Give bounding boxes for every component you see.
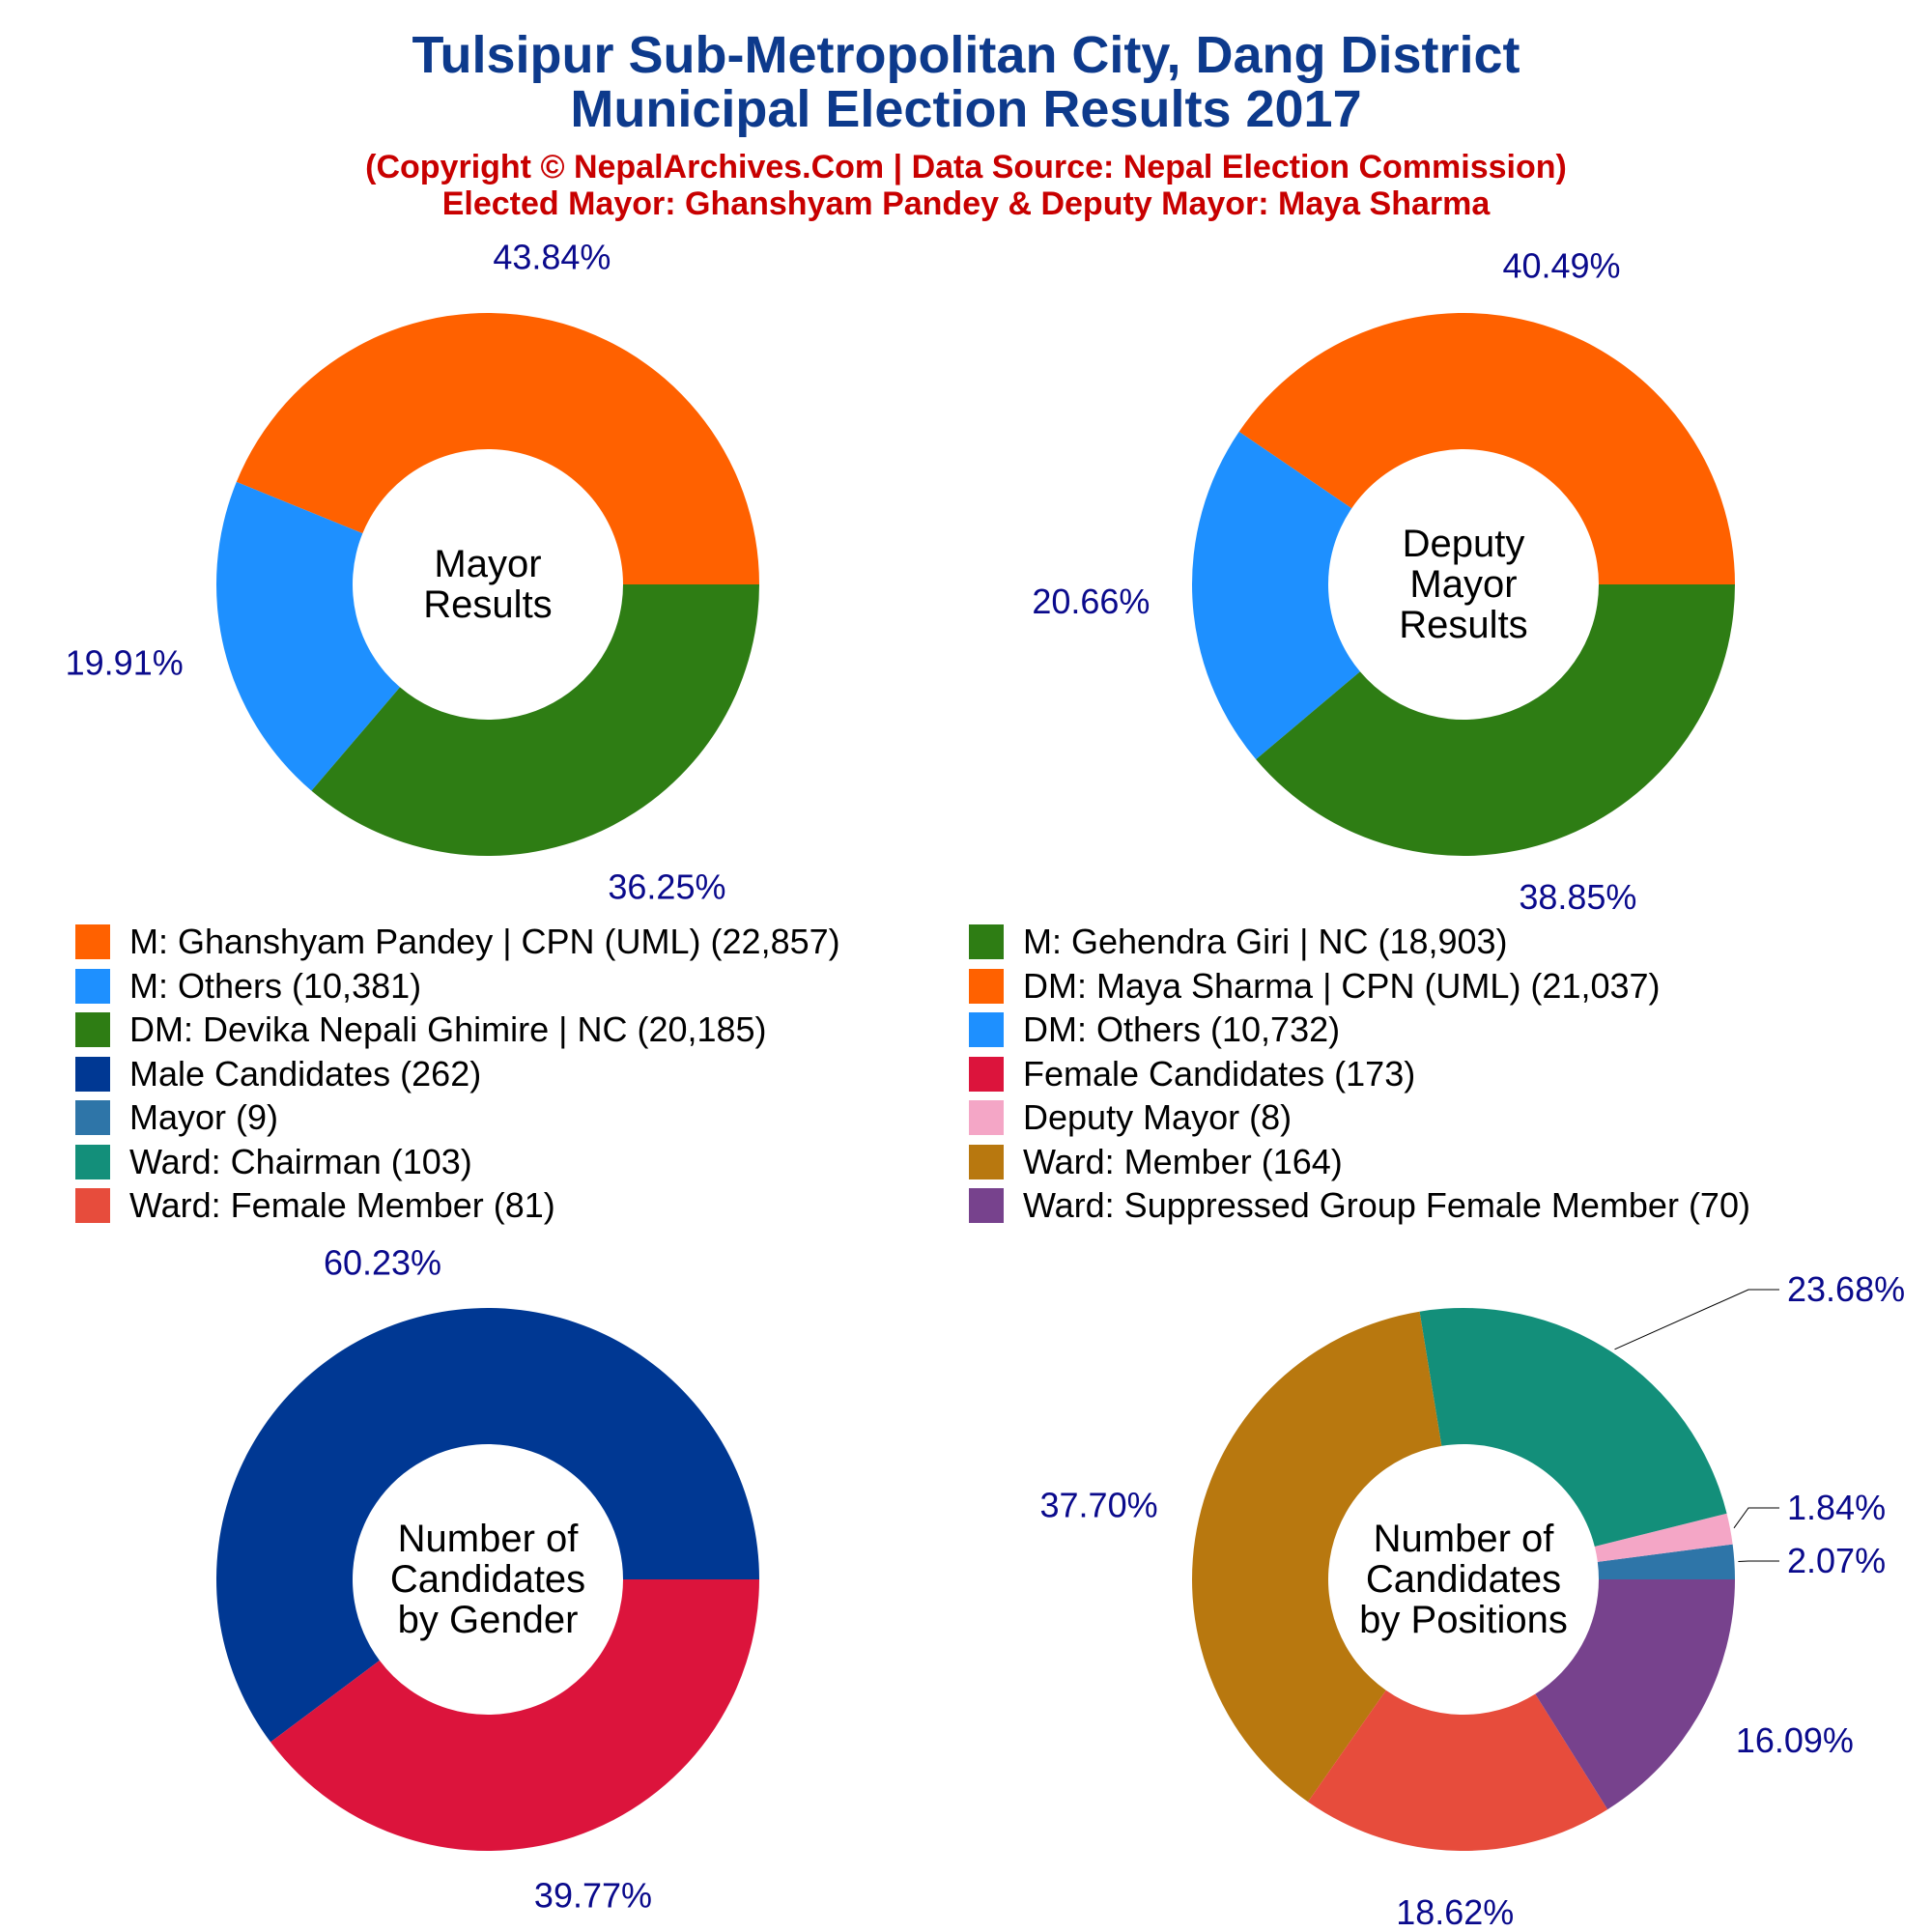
pie-slice [1238,312,1735,584]
pie-slice [311,584,759,856]
percent-label: 1.84% [1787,1488,1886,1527]
center-label: Number of [398,1518,580,1560]
percent-label: 19.91% [66,642,184,682]
center-label: by Gender [398,1599,579,1641]
chart-subtitle-elected: Elected Mayor: Ghanshyam Pandey & Deputy… [441,185,1491,222]
percent-label: 39.77% [534,1875,652,1915]
percent-label: 60.23% [324,1243,441,1283]
percent-label: 18.62% [1396,1892,1514,1932]
center-label: Candidates [390,1558,585,1601]
center-label: Results [423,583,552,626]
pie-slice [236,313,760,584]
center-label: by Positions [1359,1599,1568,1641]
pie-slice [1594,1513,1733,1562]
pie-slice [1256,584,1736,856]
leader-line [1614,1289,1779,1350]
chart-title-line-1: Tulsipur Sub-Metropolitan City, Dang Dis… [412,26,1520,84]
center-label: Candidates [1366,1558,1561,1601]
pie-slice [1597,1544,1736,1579]
pie-slice [270,1579,759,1851]
pie-slice [1192,1311,1442,1803]
percent-label: 23.68% [1787,1269,1905,1309]
pie-slice [1307,1690,1608,1851]
percent-label: 38.85% [1519,877,1636,917]
pie-slice [1419,1308,1727,1547]
center-label: Mayor [1409,563,1517,606]
percent-label: 37.70% [1040,1485,1158,1524]
pie-slice [1535,1579,1735,1810]
percent-label: 43.84% [493,237,611,276]
center-label: Deputy [1403,523,1525,565]
chart-title-line-2: Municipal Election Results 2017 [570,80,1362,138]
leader-line [1733,1507,1779,1529]
percent-label: 2.07% [1787,1541,1886,1580]
pie-slice [216,481,401,791]
pie-slice [216,1308,759,1743]
center-label: Mayor [434,543,541,585]
center-label: Results [1399,604,1527,646]
percent-label: 36.25% [608,867,725,906]
pie-slice [1191,431,1360,760]
center-label: Number of [1374,1518,1555,1560]
chart-subtitle-copyright: (Copyright © NepalArchives.Com | Data So… [365,149,1567,185]
percent-label: 16.09% [1736,1720,1854,1760]
percent-label: 20.66% [1032,582,1150,621]
donut-chart-4: 2.07% 1.84% 23.68% 37.70% 18.62% 16.09% Number… [1040,1269,1906,1932]
percent-label: 40.49% [1502,245,1620,285]
